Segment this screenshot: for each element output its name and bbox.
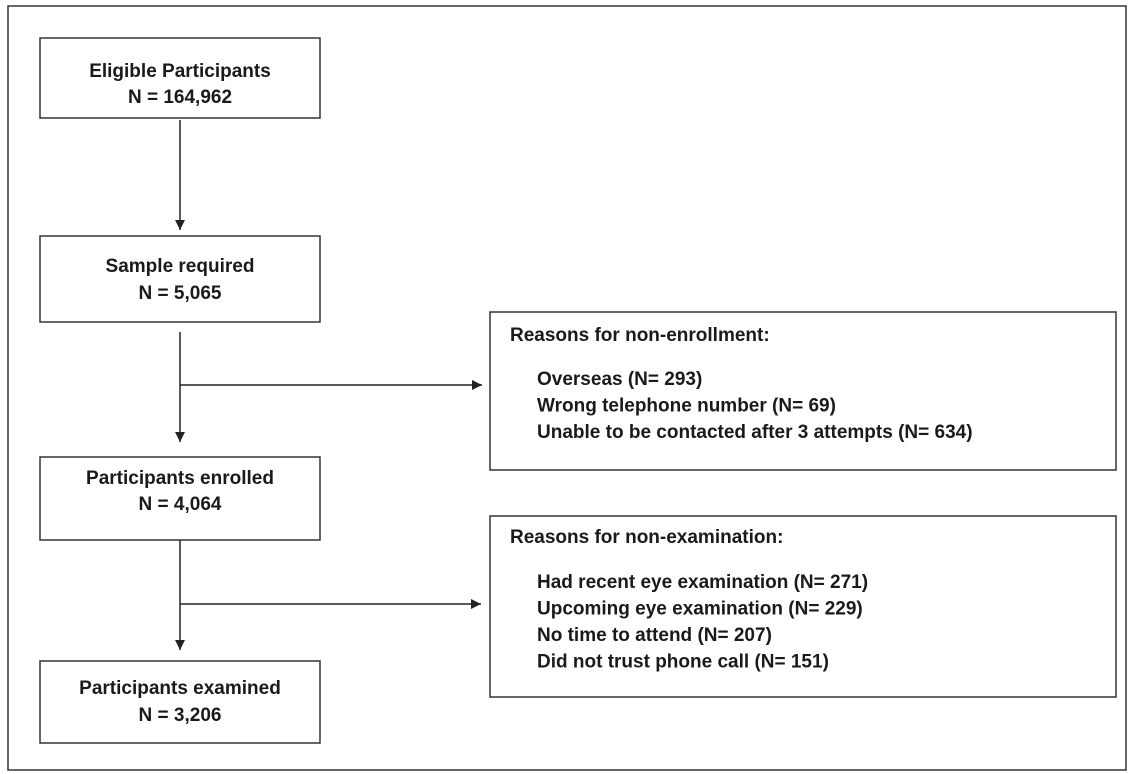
frame <box>7 5 1127 771</box>
reason-item: Wrong telephone number (N= 69) <box>537 396 836 417</box>
node-label: Sample required <box>106 256 255 277</box>
node-box <box>39 660 321 744</box>
reasons-title: Reasons for non-enrollment: <box>510 325 770 346</box>
reason-item: No time to attend (N= 207) <box>537 625 772 646</box>
node-label: Participants enrolled <box>86 468 274 489</box>
node-box <box>39 235 321 323</box>
reason-item: Upcoming eye examination (N= 229) <box>537 599 863 620</box>
node-box <box>39 456 321 541</box>
reason-item: Had recent eye examination (N= 271) <box>537 572 868 593</box>
node-count: N = 3,206 <box>139 705 222 726</box>
node-count: N = 4,064 <box>139 494 222 515</box>
reasons-title: Reasons for non-examination: <box>510 527 783 548</box>
node-label: Participants examined <box>79 678 281 699</box>
reason-item: Unable to be contacted after 3 attempts … <box>537 422 973 443</box>
reason-item: Overseas (N= 293) <box>537 369 702 390</box>
node-label: Eligible Participants <box>89 61 271 82</box>
node-count: N = 164,962 <box>128 87 232 108</box>
reason-item: Did not trust phone call (N= 151) <box>537 652 829 673</box>
reasons-box <box>489 311 1117 471</box>
node-box <box>39 37 321 119</box>
reasons-box <box>489 515 1117 698</box>
node-count: N = 5,065 <box>139 283 222 304</box>
